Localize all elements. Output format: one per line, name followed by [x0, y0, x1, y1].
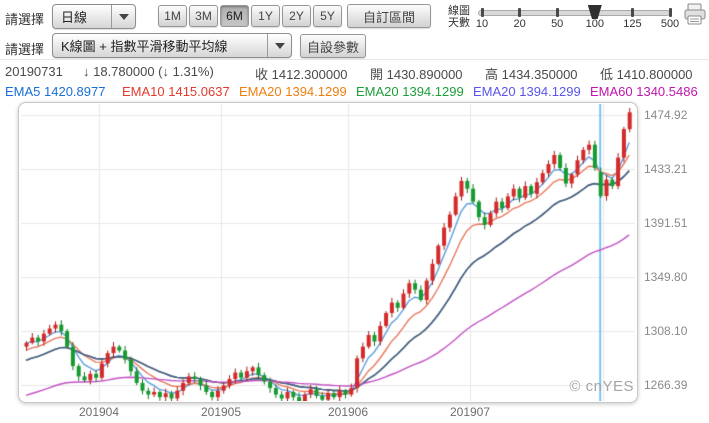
- x-axis-label: 201904: [78, 405, 120, 419]
- printer-icon[interactable]: [683, 3, 707, 26]
- chevron-down-icon: [118, 13, 129, 20]
- x-axis-label: 201905: [200, 405, 242, 419]
- days-slider-tick-label: 500: [660, 18, 680, 30]
- x-axis-label: 201907: [449, 405, 491, 419]
- range-button-1y[interactable]: 1Y: [251, 5, 280, 27]
- ema-legend-item-1: EMA10 1415.0637: [122, 84, 230, 99]
- days-slider-track[interactable]: [478, 10, 670, 16]
- range-button-1m[interactable]: 1M: [158, 5, 187, 27]
- days-slider-tick-20[interactable]: [518, 8, 522, 17]
- period-dropdown[interactable]: 日線: [52, 4, 136, 29]
- quote-field-低: 低 1410.800000: [600, 67, 693, 82]
- quote-field-收: 收 1412.300000: [255, 67, 348, 82]
- days-slider-tick-125[interactable]: [630, 8, 634, 17]
- chart-type-dropdown-value: K線圖 + 指數平滑移動平均線: [61, 39, 228, 54]
- y-axis-label: 1433.21: [644, 162, 688, 176]
- x-axis-label: 201906: [327, 405, 369, 419]
- period-dropdown-value: 日線: [61, 10, 88, 25]
- range-button-5y[interactable]: 5Y: [313, 5, 342, 27]
- quote-info-bar: 20190731 ↓ 18.780000 (↓ 1.31%) 收 1412.30…: [5, 64, 709, 83]
- range-button-2y[interactable]: 2Y: [282, 5, 311, 27]
- chart-type-dropdown[interactable]: K線圖 + 指數平滑移動平均線: [52, 33, 292, 58]
- days-slider-label-line2: 天數: [448, 17, 470, 29]
- chart-type-dropdown-arrow[interactable]: [267, 34, 291, 57]
- ema-legend-item-5: EMA60 1340.5486: [590, 84, 698, 99]
- days-slider-tick-label: 125: [623, 18, 642, 30]
- watermark: © cnYES: [569, 378, 634, 395]
- days-slider-tick-500[interactable]: [668, 8, 672, 17]
- select-label-1: 請選擇: [5, 12, 45, 27]
- quote-ohlc-fields: 收 1412.300000 開 1430.890000 高 1434.350000 低…: [255, 64, 709, 83]
- days-slider-tick-label: 100: [585, 18, 604, 30]
- ema-legend: EMA5 1420.8977 EMA10 1415.0637 EMA20 1394.…: [5, 84, 700, 99]
- y-axis-label: 1349.80: [644, 270, 688, 284]
- days-slider-label: 線圖 天數: [448, 5, 470, 29]
- toolbar-divider: [0, 59, 709, 60]
- ema-legend-item-2: EMA20 1394.1299: [239, 84, 347, 99]
- y-axis-label: 1308.10: [644, 324, 688, 338]
- custom-range-button[interactable]: 自訂區間: [347, 4, 431, 28]
- custom-params-button[interactable]: 自設參數: [300, 34, 366, 58]
- days-slider-tick-10[interactable]: [480, 8, 484, 17]
- range-button-6m[interactable]: 6M: [220, 5, 249, 27]
- days-slider-handle[interactable]: [587, 5, 602, 19]
- ema-legend-item-3: EMA20 1394.1299: [356, 84, 464, 99]
- days-slider-tick-label: 20: [513, 18, 526, 30]
- days-slider-label-line1: 線圖: [448, 5, 470, 17]
- y-axis-label: 1474.92: [644, 108, 688, 122]
- ema-legend-item-4: EMA20 1394.1299: [473, 84, 581, 99]
- y-axis-label: 1266.39: [644, 378, 688, 392]
- ema-legend-item-0: EMA5 1420.8977: [5, 84, 106, 99]
- select-label-2: 請選擇: [5, 42, 45, 57]
- days-slider-tick-label: 10: [475, 18, 489, 30]
- period-dropdown-arrow[interactable]: [111, 5, 135, 28]
- quote-date: 20190731: [5, 64, 63, 79]
- quote-field-高: 高 1434.350000: [485, 67, 578, 82]
- days-slider-tick-50[interactable]: [555, 8, 559, 17]
- candlestick-chart-canvas[interactable]: [21, 104, 635, 401]
- range-button-3m[interactable]: 3M: [189, 5, 218, 27]
- chevron-down-icon: [274, 42, 285, 49]
- days-slider-tick-label: 50: [551, 18, 564, 30]
- y-axis-label: 1391.51: [644, 216, 688, 230]
- quote-field-開: 開 1430.890000: [370, 67, 463, 82]
- quote-change: ↓ 18.780000 (↓ 1.31%): [83, 64, 214, 79]
